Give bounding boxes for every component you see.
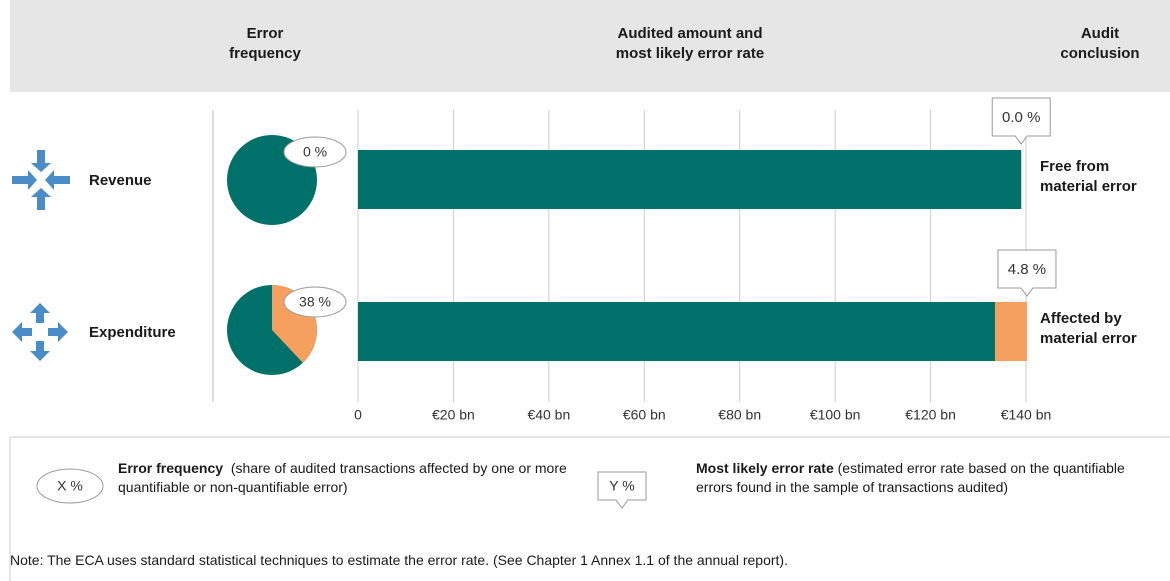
header-conclusion: Audit conclusion: [1060, 25, 1140, 62]
error-rate-label: 4.8 %: [1008, 261, 1046, 278]
header-amount: Audited amount and most likely error rat…: [615, 25, 765, 62]
legend-rate-symbol-text: Y %: [609, 478, 634, 494]
row-label: Expenditure: [89, 324, 176, 341]
revenue-icon: [12, 150, 70, 210]
note: Note: The ECA uses standard statistical …: [10, 552, 788, 568]
legend-rate-symbol: [597, 471, 647, 509]
error-rate-callout: [991, 97, 1051, 145]
x-tick-label: €140 bn: [1001, 407, 1052, 423]
frequency-callout: [283, 136, 347, 168]
row-label: Revenue: [89, 172, 152, 189]
legend-frequency-symbol: [36, 468, 104, 504]
x-tick-label: 0: [354, 407, 362, 423]
error-rate-callout: [997, 249, 1057, 297]
legend-text: (estimated error rate based on the quant…: [696, 460, 1125, 495]
conclusion: Free from material error: [1040, 158, 1137, 195]
bar-segment: [994, 302, 1027, 361]
bar-segment: [358, 302, 995, 361]
bar-segment: [358, 150, 1022, 209]
legend-term: Most likely error rate: [696, 460, 834, 476]
x-tick-label: €120 bn: [905, 407, 956, 423]
expenditure-icon: [12, 303, 68, 361]
legend-text: (share of audited transactions affected …: [118, 460, 567, 495]
x-tick-label: €20 bn: [432, 407, 475, 423]
frequency-label: 38 %: [299, 294, 331, 310]
header-frequency: Error frequency: [229, 25, 301, 62]
x-tick-label: €60 bn: [623, 407, 666, 423]
conclusion: Affected by material error: [1040, 310, 1137, 347]
legend-term: Error frequency: [118, 460, 224, 476]
x-tick-label: €80 bn: [718, 407, 761, 423]
frequency-label: 0 %: [303, 144, 327, 160]
x-tick-label: €100 bn: [810, 407, 861, 423]
header-band: [10, 0, 1170, 92]
frequency-callout: [283, 286, 347, 318]
error-rate-label: 0.0 %: [1002, 109, 1040, 126]
x-tick-label: €40 bn: [527, 407, 570, 423]
legend-frequency-symbol-text: X %: [57, 478, 83, 494]
